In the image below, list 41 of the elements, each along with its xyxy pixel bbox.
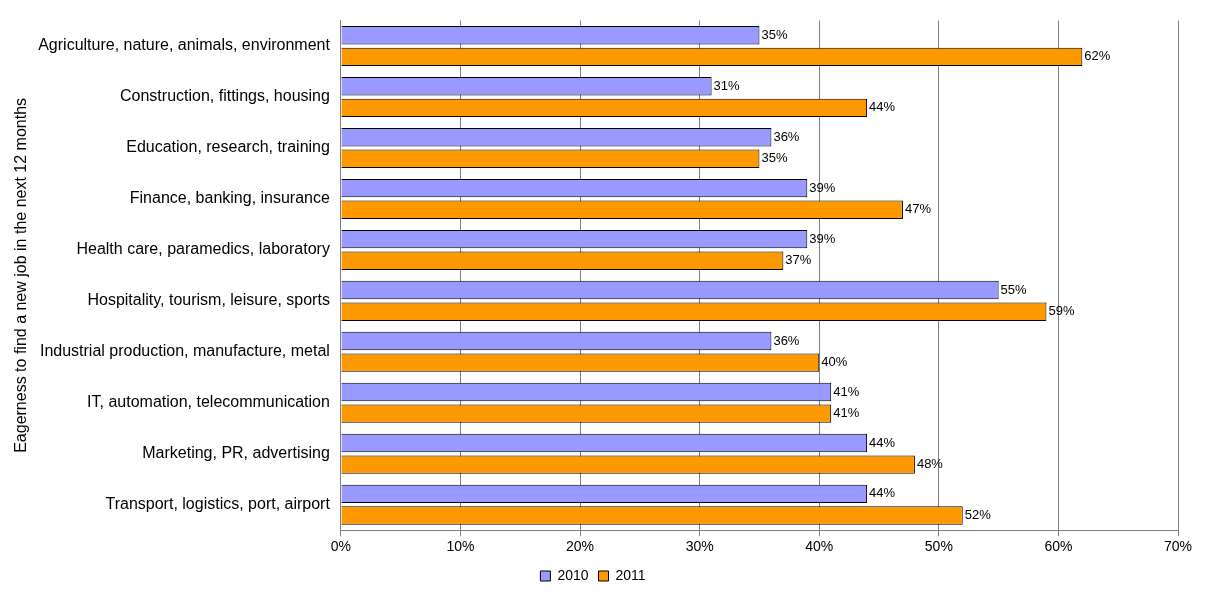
data-label: 40% [821, 354, 848, 370]
data-label: 48% [916, 456, 944, 472]
data-label: 44% [869, 434, 896, 450]
y-tick-label: Marketing, PR, advertising [142, 444, 330, 462]
y-tick-label: Finance, banking, insurance [129, 189, 330, 207]
data-label: 36% [773, 332, 800, 348]
data-label: 37% [785, 252, 812, 268]
x-tick-label: 50% [924, 538, 953, 555]
x-tick-label: 70% [1163, 538, 1193, 555]
x-tick-label: 30% [685, 538, 714, 555]
x-tick-label: 0% [330, 538, 352, 555]
x-tick-label: 10% [446, 538, 475, 555]
y-tick-label: Transport, logistics, port, airport [105, 495, 331, 513]
data-label: 35% [761, 150, 788, 166]
data-label: 55% [1000, 281, 1028, 297]
legend-label: 2010 [557, 566, 589, 583]
y-tick-label: IT, automation, telecommunication [87, 393, 330, 411]
data-label: 41% [833, 383, 860, 399]
data-label: 39% [809, 179, 836, 195]
y-tick-label: Industrial production, manufacture, metal [39, 342, 330, 360]
legend-label: 2011 [615, 566, 646, 583]
data-label: 39% [809, 230, 836, 246]
data-label: 44% [869, 99, 896, 115]
x-tick-label: 40% [805, 538, 834, 555]
y-tick-label: Education, research, training [126, 138, 330, 156]
y-axis-title: Eagerness to find a new job in the next 12 months [12, 97, 30, 453]
data-label: 41% [833, 405, 860, 421]
y-tick-label: Health care, paramedics, laboratory [76, 240, 330, 258]
y-tick-label: Construction, fittings, housing [120, 87, 330, 105]
data-label: 59% [1048, 303, 1075, 319]
data-label: 31% [713, 77, 741, 93]
y-tick-label: Hospitality, tourism, leisure, sports [87, 291, 330, 309]
data-label: 62% [1084, 48, 1111, 64]
data-label: 47% [904, 201, 932, 217]
data-label: 44% [869, 485, 896, 501]
data-label: 52% [964, 507, 992, 523]
y-tick-label: Agriculture, nature, animals, environment [38, 36, 331, 54]
data-label: 35% [761, 26, 788, 42]
x-tick-label: 60% [1044, 538, 1073, 555]
data-label: 36% [773, 128, 800, 144]
x-tick-label: 20% [566, 538, 595, 555]
